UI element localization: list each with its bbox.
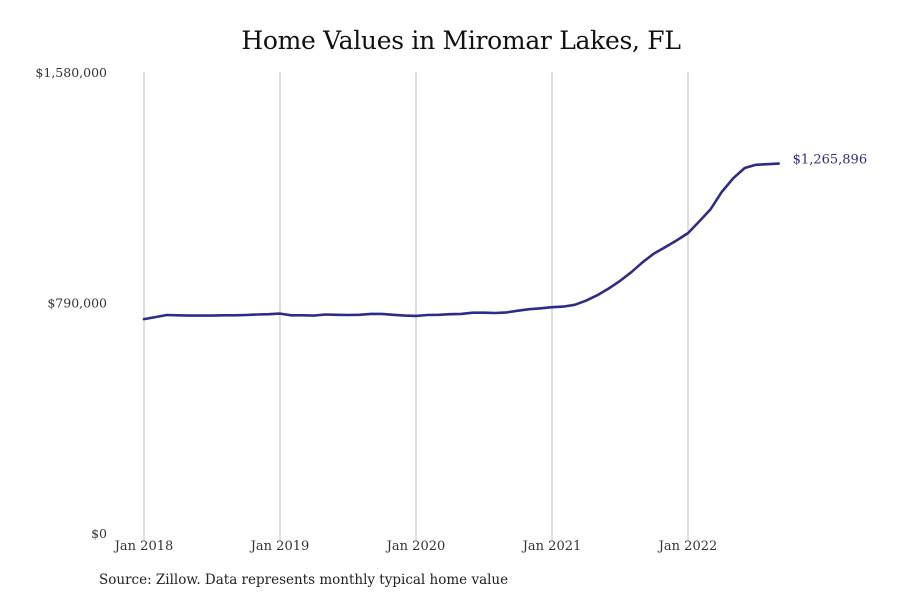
series-line [142,162,781,321]
y-tick-label: $1,580,000 [35,65,107,80]
y-axis-ticks: $0 $790,000 $1,580,000 [35,65,107,541]
x-tick-label: Jan 2019 [249,539,310,554]
x-tick-label: Jan 2022 [657,539,718,554]
y-tick-label: $0 [91,526,107,541]
y-tick-label: $790,000 [47,296,107,311]
chart-title: Home Values in Miromar Lakes, FL [241,26,681,55]
source-note: Source: Zillow. Data represents monthly … [99,572,509,588]
end-label-group: $1,265,896 [793,153,867,168]
x-tick-label: Jan 2020 [385,539,446,554]
vertical-gridlines [143,72,689,541]
series-group [142,162,781,321]
x-tick-label: Jan 2021 [521,539,582,554]
x-tick-label: Jan 2018 [113,539,174,554]
x-axis-ticks: Jan 2018 Jan 2019 Jan 2020 Jan 2021 Jan 2022 [113,539,718,554]
end-value-label: $1,265,896 [793,153,867,168]
